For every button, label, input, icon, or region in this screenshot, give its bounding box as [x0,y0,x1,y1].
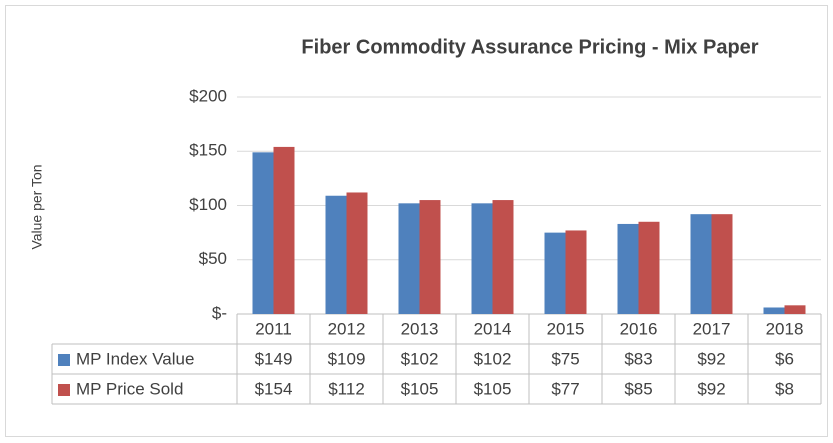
x-tick-label: 2015 [547,319,585,338]
table-value: $105 [474,379,512,398]
bar [346,192,368,314]
table-value: $83 [624,349,652,368]
y-axis-label: Value per Ton [29,164,45,249]
table-value: $102 [401,349,439,368]
bar [492,200,514,314]
x-tick-label: 2016 [620,319,658,338]
table-value: $92 [697,379,725,398]
table-value: $102 [474,349,512,368]
table-value: $149 [255,349,293,368]
table-value: $6 [775,349,794,368]
table-value: $8 [775,379,794,398]
bar [690,214,712,314]
x-tick-label: 2018 [766,319,804,338]
legend-label: MP Index Value [76,349,194,368]
bar [617,223,639,314]
x-tick-label: 2013 [401,319,439,338]
bar [471,203,493,314]
bar [711,214,733,314]
y-tick-label: $200 [189,86,227,105]
bar [763,307,785,314]
bar [398,203,420,314]
bar [638,221,660,314]
table-value: $85 [624,379,652,398]
table-value: $112 [328,379,365,398]
legend-key [58,354,70,366]
x-tick-label: 2012 [328,319,366,338]
legend-label: MP Price Sold [76,379,183,398]
table-value: $154 [255,379,293,398]
bar [784,305,806,314]
x-tick-label: 2017 [693,319,731,338]
bar [565,230,587,314]
y-tick-label: $150 [189,141,227,160]
table-value: $75 [551,349,579,368]
y-tick-label: $100 [189,195,227,214]
chart-title: Fiber Commodity Assurance Pricing - Mix … [301,36,758,58]
bar [273,146,295,314]
table-value: $77 [551,379,579,398]
bar [419,200,441,314]
bar [252,152,274,314]
table-value: $109 [328,349,366,368]
table-value: $105 [401,379,439,398]
table-value: $92 [697,349,725,368]
bar [544,232,566,314]
y-tick-label: $50 [199,249,227,268]
y-tick-label: $- [212,303,227,322]
x-tick-label: 2011 [255,319,292,338]
x-tick-label: 2014 [474,319,512,338]
legend-key [58,384,70,396]
bar [325,195,347,314]
